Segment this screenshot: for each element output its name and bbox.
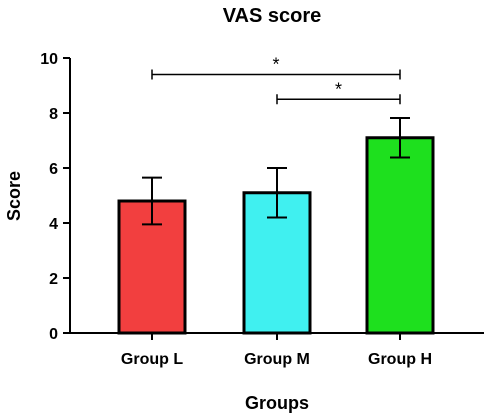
y-tick-label: 8 bbox=[49, 106, 58, 123]
y-tick-label: 4 bbox=[49, 216, 58, 233]
significance-label: * bbox=[272, 55, 279, 75]
y-axis-label: Score bbox=[4, 171, 24, 221]
x-tick-label: Group M bbox=[244, 351, 310, 368]
significance-label: * bbox=[335, 79, 342, 99]
x-tick-label: Group H bbox=[368, 351, 432, 368]
x-tick-label: Group L bbox=[121, 351, 183, 368]
bar bbox=[365, 136, 435, 335]
y-tick-label: 10 bbox=[40, 51, 58, 68]
y-tick-label: 0 bbox=[49, 326, 58, 343]
x-axis-label: Groups bbox=[245, 393, 309, 413]
y-tick-label: 2 bbox=[49, 271, 58, 288]
chart-title: VAS score bbox=[223, 5, 322, 27]
y-tick-label: 6 bbox=[49, 161, 58, 178]
plot-area: 0 2 4 6 8 10 Group L Group M Group H * * bbox=[40, 51, 484, 368]
